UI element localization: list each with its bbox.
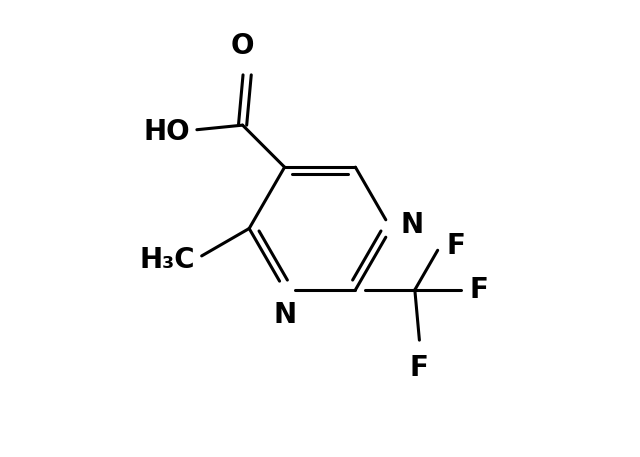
Text: F: F — [410, 354, 429, 382]
Text: N: N — [401, 211, 424, 239]
Text: HO: HO — [143, 118, 190, 146]
Text: N: N — [273, 301, 296, 329]
Text: H₃C: H₃C — [139, 246, 195, 275]
Text: F: F — [447, 232, 466, 260]
Text: F: F — [470, 276, 488, 304]
Text: O: O — [231, 32, 254, 60]
